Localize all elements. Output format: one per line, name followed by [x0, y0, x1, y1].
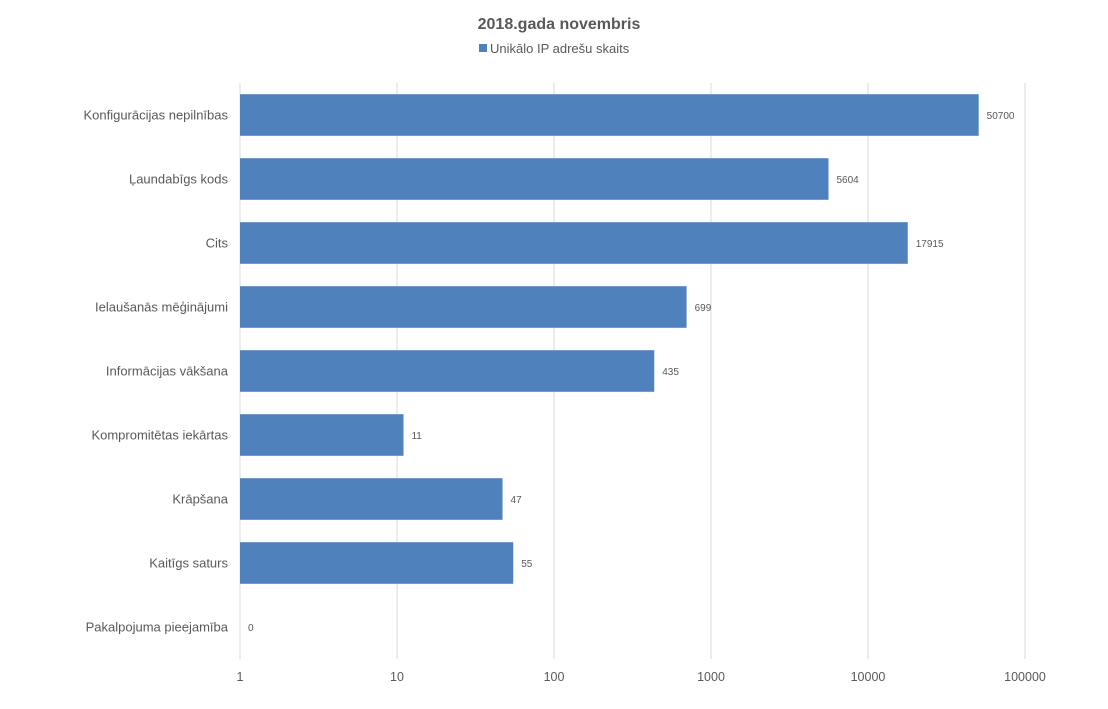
- category-label: Cits: [206, 236, 229, 251]
- bar: [240, 414, 404, 456]
- bar: [240, 350, 655, 392]
- category-label: Krāpšana: [172, 492, 228, 507]
- x-tick-label: 10: [390, 670, 404, 684]
- x-tick-label: 100000: [1004, 670, 1046, 684]
- bar: [240, 94, 979, 136]
- bar: [240, 286, 687, 328]
- data-label: 55: [521, 559, 533, 570]
- data-label: 11: [411, 431, 422, 442]
- bar: [240, 222, 908, 264]
- category-label: Ielaušanās mēģinājumi: [95, 300, 228, 315]
- x-tick-label: 1: [237, 670, 244, 684]
- category-label: Kompromitētas iekārtas: [91, 428, 228, 443]
- legend-swatch: [479, 44, 487, 52]
- data-labels: 50700 5604 17915 699 435 11 47 55 0: [248, 111, 1015, 634]
- legend: Unikālo IP adrešu skaits: [479, 41, 630, 56]
- category-labels: Konfigurācijas nepilnības Ļaundabīgs kods…: [83, 108, 228, 635]
- legend-entry: Unikālo IP adrešu skaits: [490, 41, 630, 56]
- x-tick-label: 100: [544, 670, 565, 684]
- data-label: 0: [248, 623, 254, 634]
- x-tick-label: 1000: [697, 670, 725, 684]
- data-label: 699: [695, 303, 712, 314]
- x-axis-tick-labels: 1 10 100 1000 10000 100000: [237, 670, 1046, 684]
- bars: [240, 94, 979, 584]
- bar: [240, 478, 503, 520]
- chart-title: 2018.gada novembris: [478, 16, 641, 33]
- category-label: Ļaundabīgs kods: [129, 172, 229, 187]
- data-label: 47: [511, 495, 523, 506]
- x-tick-label: 10000: [851, 670, 886, 684]
- category-label: Konfigurācijas nepilnības: [83, 108, 228, 123]
- data-label: 5604: [837, 175, 860, 186]
- bar: [240, 542, 514, 584]
- category-label: Pakalpojuma pieejamība: [86, 620, 229, 635]
- data-label: 50700: [987, 111, 1015, 122]
- bar: [240, 158, 829, 200]
- data-label: 435: [662, 367, 679, 378]
- category-label: Informācijas vākšana: [106, 364, 229, 379]
- category-label: Kaitīgs saturs: [149, 556, 228, 571]
- data-label: 17915: [916, 239, 944, 250]
